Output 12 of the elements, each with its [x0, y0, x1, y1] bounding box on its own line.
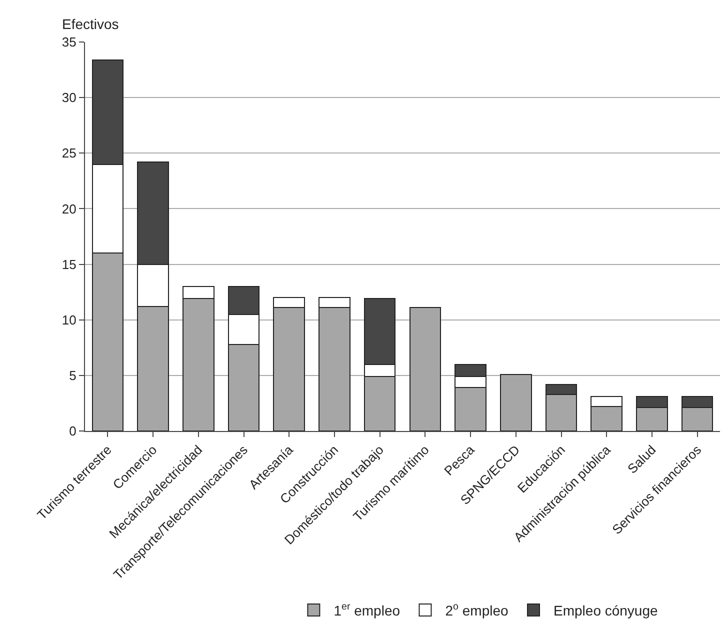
y-tick-label: 30	[62, 90, 76, 106]
y-tick-label: 5	[69, 368, 76, 383]
y-tick-label: 10	[62, 312, 76, 328]
legend-label: Empleo cónyuge	[554, 602, 658, 618]
y-tick-label: 0	[69, 424, 76, 439]
y-tick-label: 15	[62, 256, 76, 272]
y-tick-label: 35	[62, 34, 76, 50]
legend-label: 1$^{er}$ empleo	[334, 602, 400, 618]
y-tick-label: 25	[62, 146, 76, 161]
legend-label: 2$^{o}$ empleo	[445, 602, 509, 618]
y-tick-label: 20	[62, 201, 76, 216]
y-axis-title: Efectivos	[62, 16, 119, 32]
